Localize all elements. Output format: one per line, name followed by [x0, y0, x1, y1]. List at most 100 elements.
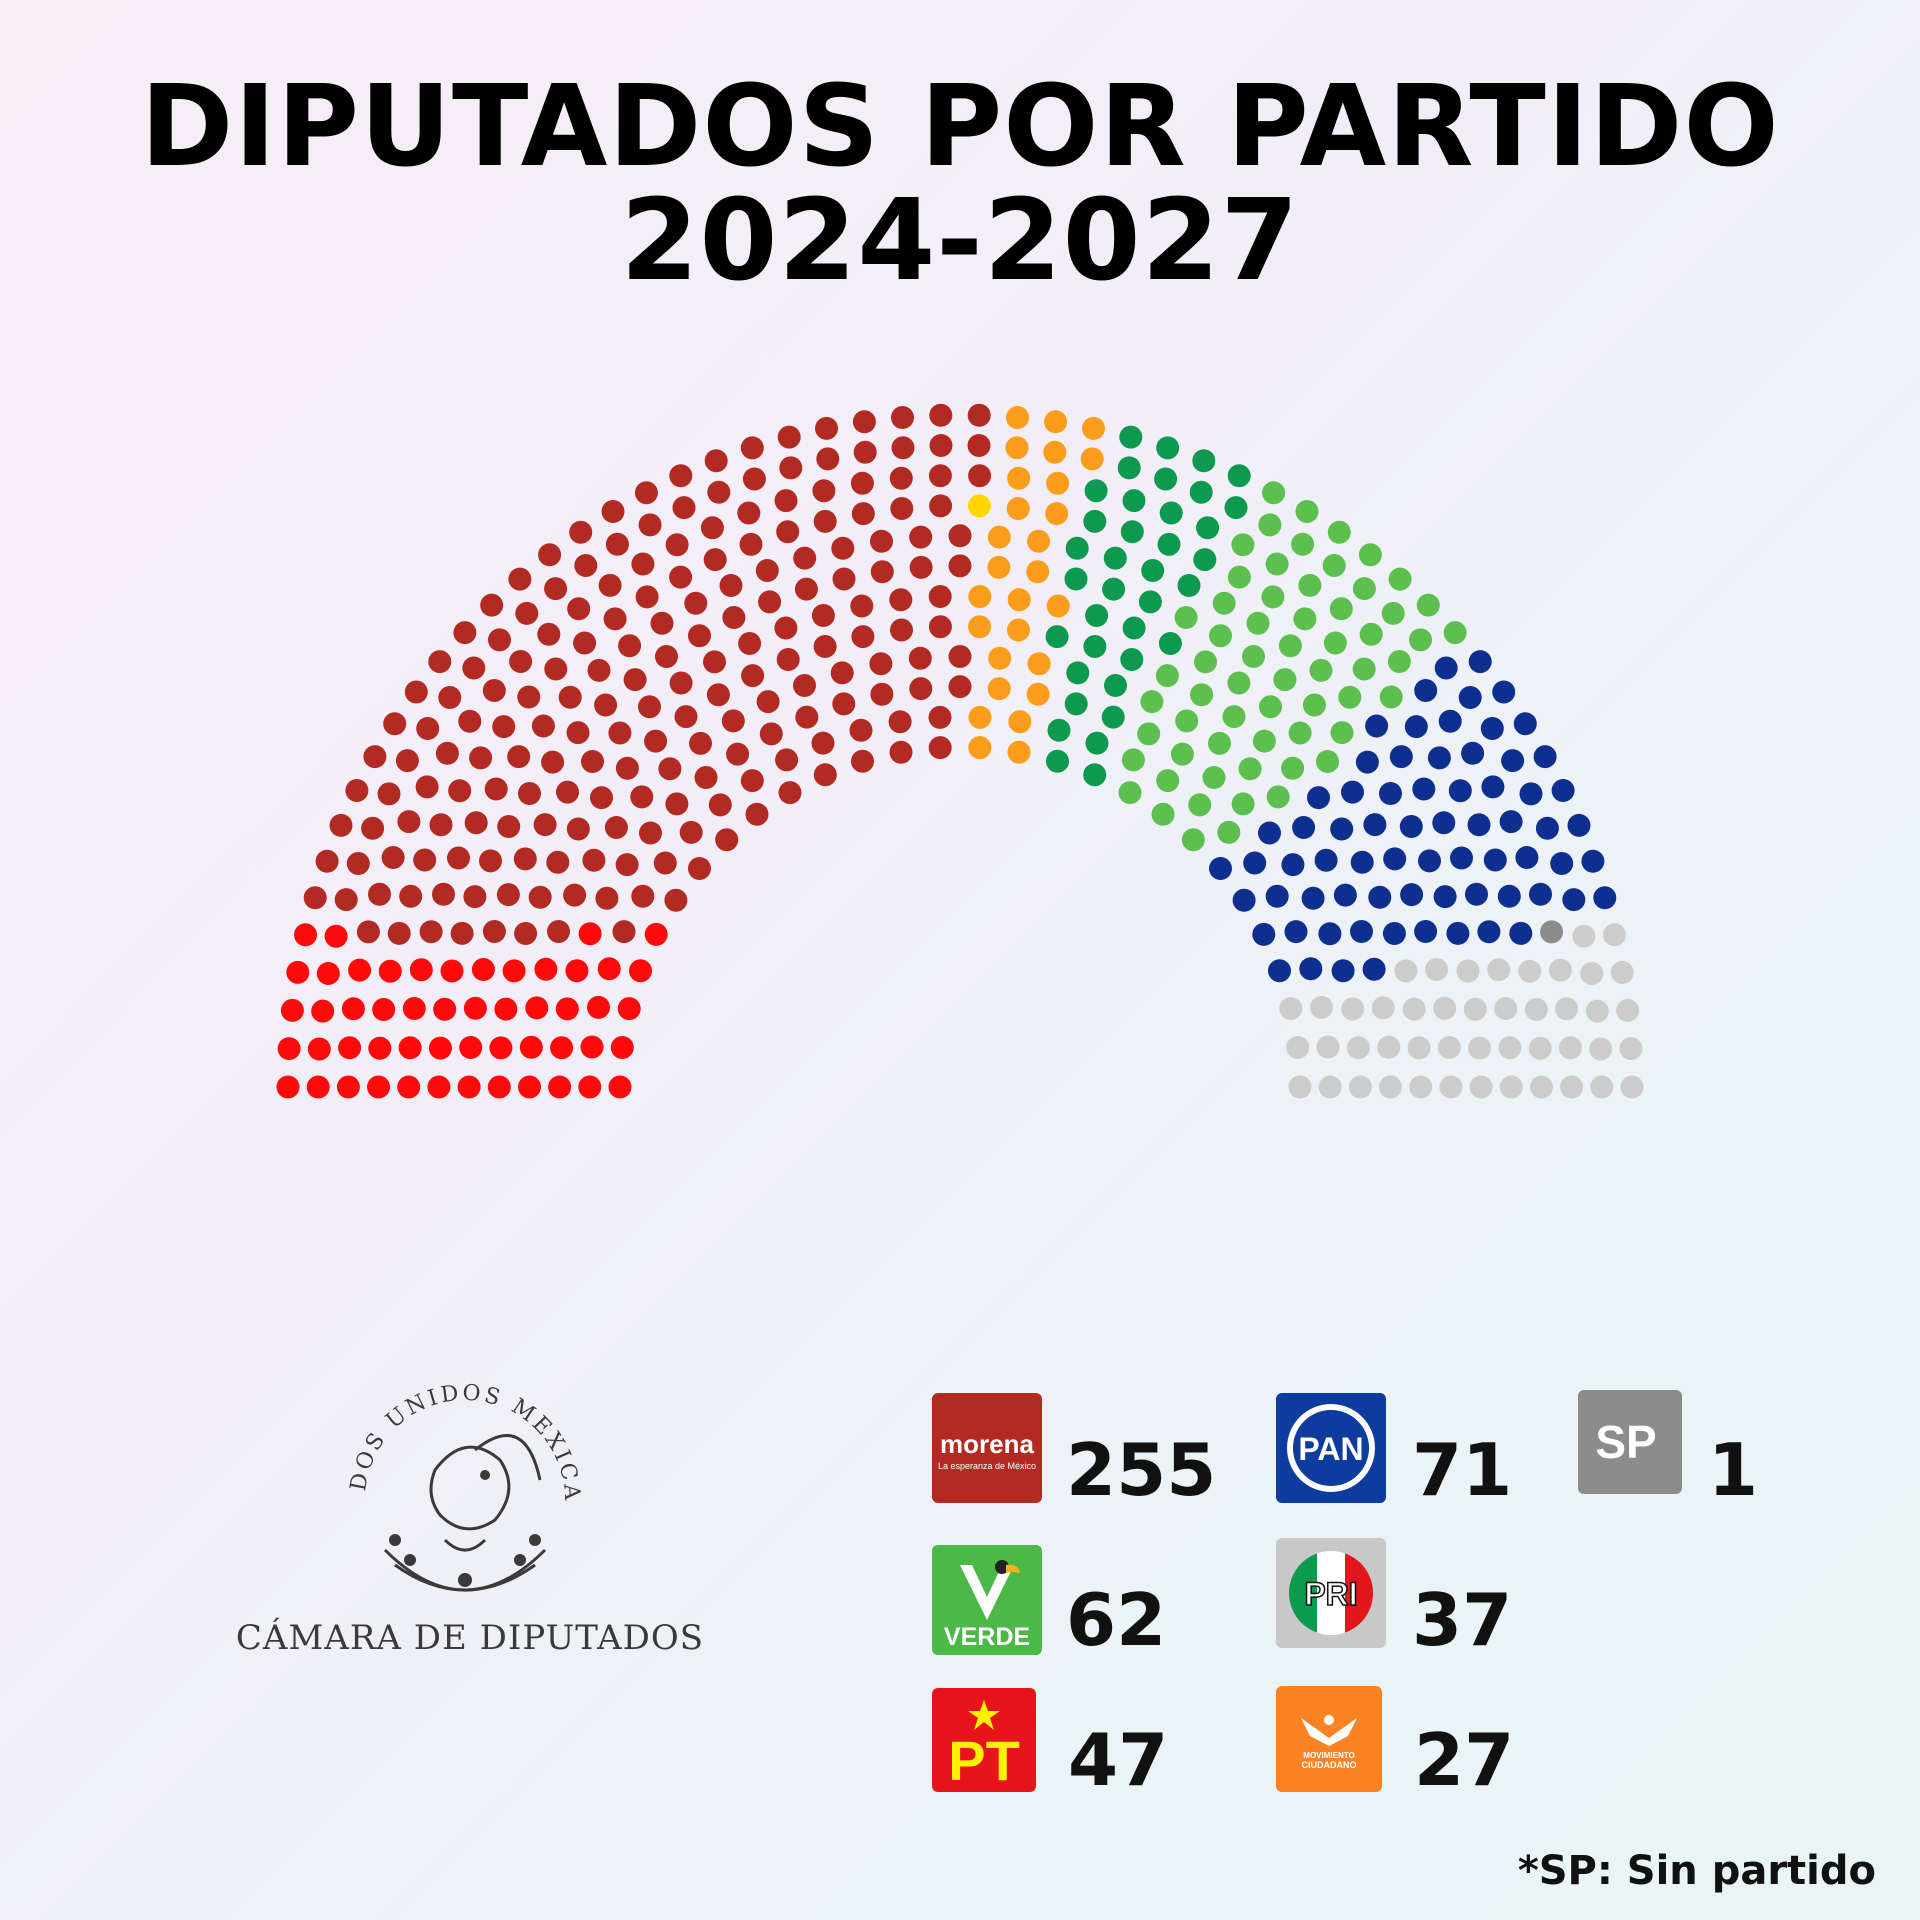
- seat-pri: [1084, 479, 1108, 503]
- seat-pri: [1045, 625, 1069, 649]
- seat-verde: [1246, 611, 1270, 635]
- seat-verde: [1379, 685, 1403, 709]
- seat-pan: [1468, 650, 1492, 674]
- seat-pan: [1567, 813, 1591, 837]
- seat-pan: [1284, 920, 1308, 944]
- seat-unknown: [1469, 1075, 1493, 1099]
- seat-verde: [1258, 513, 1282, 537]
- seat-morena: [891, 406, 914, 429]
- seat-pan: [1400, 883, 1424, 907]
- morena-logo-name: morena: [940, 1429, 1034, 1459]
- seat-unknown: [1394, 959, 1418, 983]
- seat-unknown: [1572, 924, 1596, 948]
- seat-morena: [815, 416, 838, 440]
- seat-morena: [569, 520, 593, 544]
- seat-pan: [1368, 885, 1392, 909]
- seat-morena: [831, 536, 855, 560]
- seat-morena: [715, 828, 739, 852]
- seat-verde: [1359, 622, 1383, 646]
- seat-pri: [1047, 718, 1071, 742]
- seal-text: ESTADOS UNIDOS MEXICANOS: [325, 1350, 581, 1504]
- seat-pri: [1120, 648, 1144, 671]
- seat-morena: [367, 1075, 390, 1099]
- seat-morena: [492, 715, 516, 739]
- seat-unknown: [1407, 1036, 1431, 1060]
- seat-unknown: [1318, 1075, 1342, 1099]
- seat-morena: [567, 597, 591, 621]
- seat-unknown: [1346, 1036, 1370, 1060]
- seat-movimiento-ciudadano-pt: [1026, 560, 1050, 584]
- seat-verde: [1156, 769, 1180, 793]
- seat-morena: [590, 786, 613, 810]
- seat-morena: [336, 1075, 360, 1099]
- seat-verde: [1273, 668, 1297, 692]
- seat-movimiento-ciudadano-pt: [1027, 529, 1050, 553]
- seat-verde: [1137, 722, 1161, 746]
- seat-morena: [795, 705, 819, 729]
- seat-morena: [566, 817, 590, 841]
- seat-morena: [909, 677, 933, 701]
- seat-pan: [1209, 857, 1232, 880]
- seat-pan: [1513, 712, 1537, 736]
- morena-logo: morena La esperanza de México: [932, 1393, 1042, 1503]
- seat-morena: [294, 923, 317, 947]
- seat-verde: [1316, 750, 1339, 773]
- seat-morena: [703, 548, 727, 572]
- seat-pan: [1535, 816, 1559, 840]
- seat-movimiento-ciudadano-pt: [1080, 447, 1104, 471]
- morena-logo-tagline: La esperanza de México: [938, 1461, 1036, 1471]
- mc-logo-line2: CIUDADANO: [1302, 1760, 1357, 1770]
- seat-verde: [1330, 721, 1354, 745]
- seat-morena: [307, 1037, 331, 1061]
- seat-pri: [1117, 456, 1141, 480]
- seat-morena: [830, 661, 854, 685]
- seat-morena: [578, 922, 602, 946]
- seat-unknown: [1437, 1036, 1461, 1059]
- seat-unknown: [1603, 923, 1626, 947]
- seat-pri: [1103, 546, 1127, 570]
- seat-verde: [1208, 731, 1231, 755]
- seat-pri: [1189, 480, 1213, 504]
- seat-morena: [629, 959, 652, 983]
- seat-morena: [397, 810, 421, 834]
- seat-morena: [638, 513, 662, 537]
- seat-unknown: [1585, 999, 1609, 1023]
- seat-morena: [638, 695, 661, 719]
- seat-verde: [1227, 671, 1251, 695]
- seat-morena: [948, 554, 972, 578]
- seat-morena: [574, 554, 598, 577]
- seat-morena: [419, 920, 443, 944]
- seat-morena: [850, 594, 874, 618]
- seat-pan: [1497, 884, 1521, 908]
- seat-morena: [708, 793, 732, 817]
- seat-unknown: [1348, 1075, 1372, 1099]
- seat-morena: [346, 852, 370, 875]
- seat-morena: [372, 998, 396, 1021]
- seat-verde: [1281, 756, 1305, 780]
- seat-unknown: [1310, 995, 1333, 1019]
- seat-morena: [706, 683, 730, 707]
- legend-value-pt: 47: [1068, 1718, 1169, 1802]
- seat-pan: [1501, 749, 1525, 773]
- seat-morena: [812, 479, 836, 503]
- seat-pan: [1307, 786, 1330, 810]
- mc-logo: MOVIMIENTO CIUDADANO: [1276, 1686, 1382, 1792]
- seat-morena: [533, 813, 557, 837]
- seat-morena: [948, 675, 972, 699]
- seat-movimiento-ciudadano-pt: [987, 555, 1011, 579]
- seat-morena: [794, 577, 818, 601]
- seat-morena: [612, 920, 636, 944]
- seat-pan: [1477, 920, 1501, 944]
- verde-logo-name: VERDE: [944, 1623, 1030, 1651]
- seat-pan: [1562, 888, 1586, 912]
- seat-morena: [968, 464, 992, 488]
- seat-morena: [928, 464, 952, 488]
- seat-pan: [1492, 680, 1516, 704]
- legend-value-verde: 62: [1066, 1578, 1167, 1662]
- seat-pan: [1481, 775, 1505, 799]
- seat-morena: [726, 742, 750, 766]
- seat-verde: [1323, 631, 1347, 655]
- seat-verde: [1309, 658, 1333, 682]
- seat-unknown: [1528, 1036, 1552, 1060]
- seat-morena: [581, 750, 604, 773]
